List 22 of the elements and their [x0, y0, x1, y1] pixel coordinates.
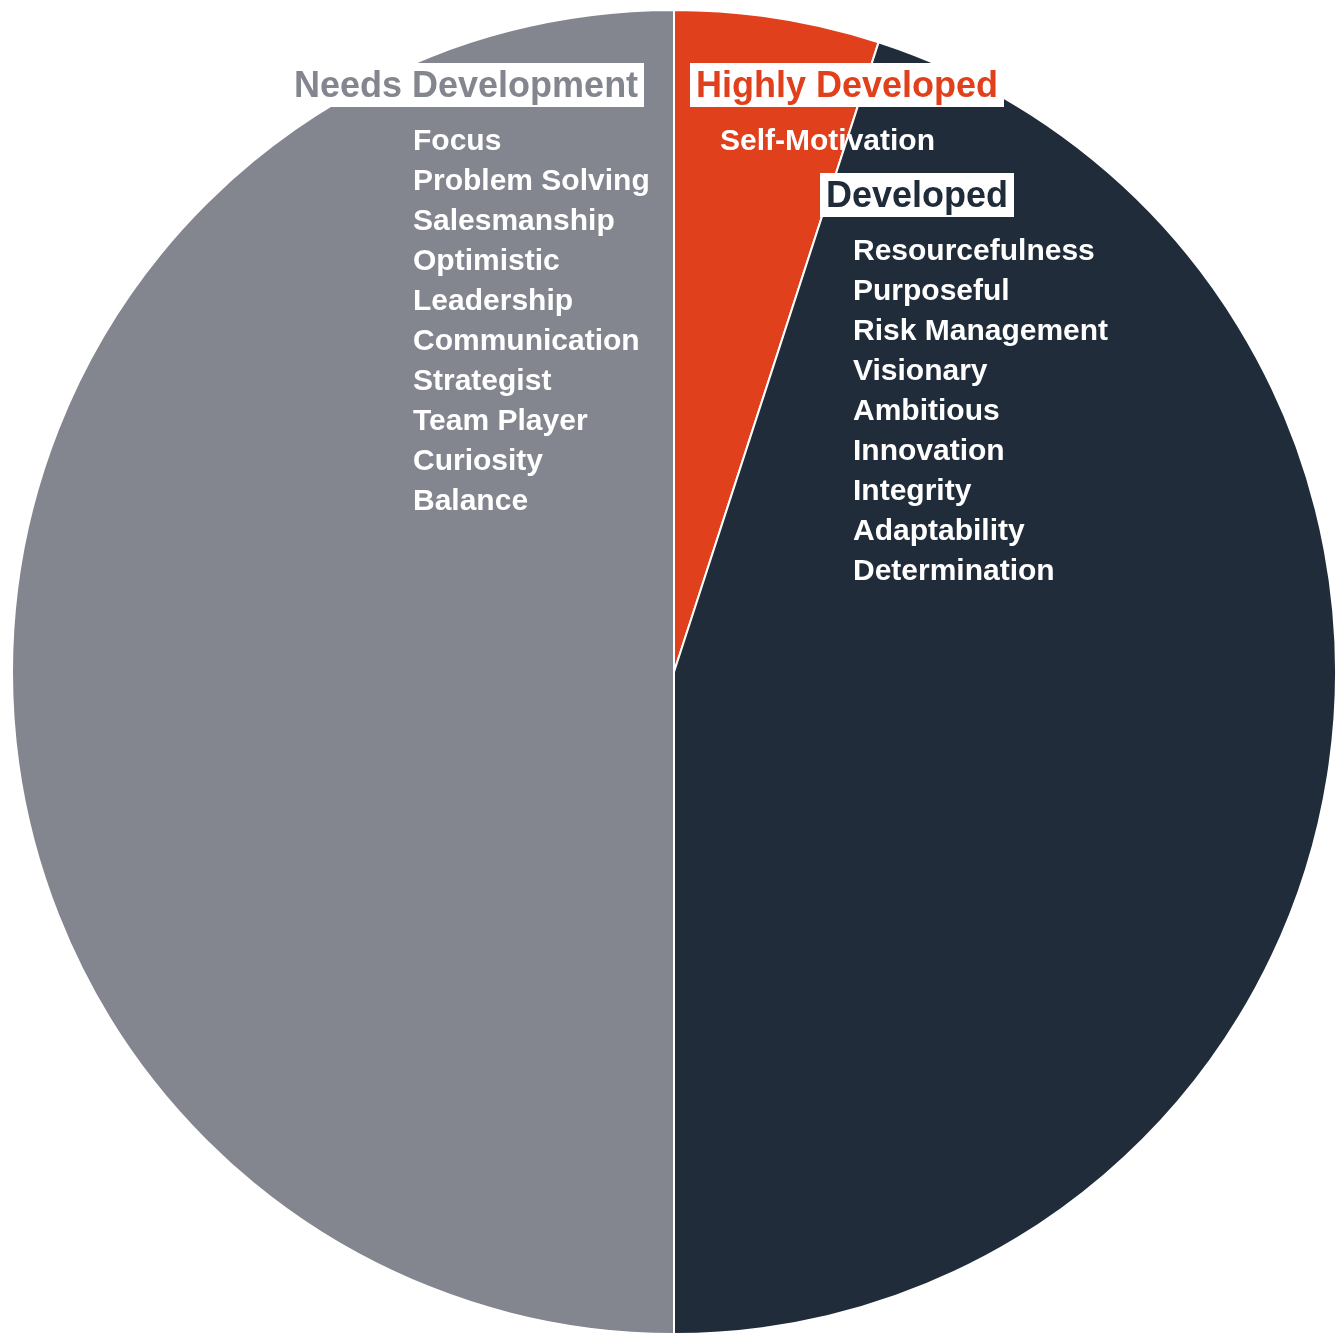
slice-label: Developed [820, 173, 1015, 217]
text: Visionary [853, 353, 988, 386]
text: Resourcefulness [853, 233, 1095, 266]
text: Innovation [853, 433, 1005, 466]
text: Communication [413, 323, 640, 356]
text: Strategist [413, 363, 552, 396]
text: Purposeful [853, 273, 1010, 306]
text: Balance [413, 483, 529, 516]
text: Curiosity [413, 443, 544, 476]
slice-label: Highly Developed [690, 63, 1005, 107]
text: Problem Solving [413, 163, 650, 196]
text: Risk Management [853, 313, 1109, 346]
text: Focus [413, 123, 502, 156]
text: Salesmanship [413, 203, 615, 236]
text: Ambitious [853, 393, 1000, 426]
text: Optimistic [413, 243, 560, 276]
text: Leadership [413, 283, 574, 316]
text: Determination [853, 553, 1055, 586]
text: Integrity [853, 473, 972, 506]
slice-label: Needs Development [288, 63, 645, 107]
text: Adaptability [853, 513, 1025, 546]
text: Team Player [413, 403, 588, 436]
